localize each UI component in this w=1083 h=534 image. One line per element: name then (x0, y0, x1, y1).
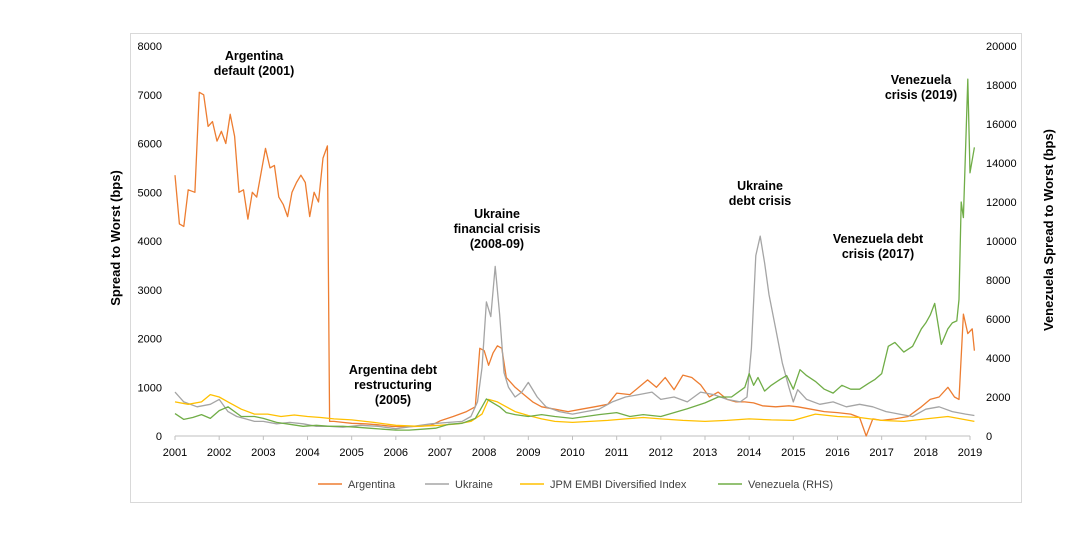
x-tick-label: 2008 (472, 447, 496, 459)
y-tick-label: 2000 (138, 334, 162, 346)
legend-label: Argentina (348, 479, 396, 491)
x-tick-label: 2012 (649, 447, 673, 459)
x-tick-label: 2013 (693, 447, 717, 459)
chart-frame (130, 33, 1022, 503)
y2-tick-label: 8000 (986, 275, 1010, 287)
annotation-text: Venezuela debt crisis (2017) (833, 232, 924, 261)
x-tick-label: 2002 (207, 447, 231, 459)
series-line-venezuela-rhs (174, 78, 976, 431)
y-tick-label: 1000 (138, 382, 162, 394)
x-tick-label: 2005 (339, 447, 363, 459)
annotation-line: financial crisis (454, 222, 541, 236)
annotation-text: Ukraine financial crisis (2008-09) (454, 207, 541, 251)
y-tick-label: 0 (156, 431, 162, 443)
x-tick-label: 2004 (295, 447, 319, 459)
y-tick-label: 7000 (138, 90, 162, 102)
x-tick-label: 2006 (384, 447, 408, 459)
x-tick-label: 2015 (781, 447, 805, 459)
annotation-text: Argentina debt restructuring (2005) (349, 363, 438, 407)
y-axis-ticks: 0 1000 2000 3000 4000 5000 6000 7000 8000 (138, 41, 162, 443)
x-tick-label: 2003 (251, 447, 275, 459)
x-axis-ticks: 2001 2002 2003 2004 2005 2006 2007 2008 2009 2010… (163, 435, 982, 459)
y2-axis-ticks: 0 2000 4000 6000 8000 10000 12000 14000 16000 180… (986, 41, 1017, 443)
y2-tick-label: 16000 (986, 119, 1017, 131)
annotation-line: Venezuela (891, 73, 952, 87)
y2-tick-label: 2000 (986, 392, 1010, 404)
annotation-line: Venezuela debt (833, 232, 924, 246)
x-tick-label: 2017 (869, 447, 893, 459)
annotation-line: Ukraine (474, 207, 520, 221)
series-lines (174, 78, 976, 437)
x-tick-label: 2016 (825, 447, 849, 459)
y2-tick-label: 4000 (986, 353, 1010, 365)
y-tick-label: 5000 (138, 187, 162, 199)
y-tick-label: 8000 (138, 41, 162, 53)
x-tick-label: 2007 (428, 447, 452, 459)
x-tick-label: 2009 (516, 447, 540, 459)
annotation-text: Venezuela crisis (2019) (885, 73, 957, 102)
annotation-line: crisis (2019) (885, 88, 957, 102)
legend-label: Ukraine (455, 479, 493, 491)
y2-axis-title: Venezuela Spread to Worst (bps) (1041, 129, 1056, 331)
y2-tick-label: 14000 (986, 158, 1017, 170)
x-tick-label: 2018 (914, 447, 938, 459)
annotation-line: (2008-09) (470, 237, 524, 251)
x-tick-label: 2014 (737, 447, 761, 459)
y2-tick-label: 18000 (986, 80, 1017, 92)
x-tick-label: 2001 (163, 447, 187, 459)
annotation-line: debt crisis (729, 194, 792, 208)
legend: Argentina Ukraine JPM EMBI Diversified Ind… (318, 479, 833, 491)
y-tick-label: 3000 (138, 285, 162, 297)
series-line-argentina (174, 91, 976, 437)
annotation-text: Ukraine debt crisis (729, 179, 792, 208)
annotation-line: crisis (2017) (842, 247, 914, 261)
y-tick-label: 6000 (138, 139, 162, 151)
y2-tick-label: 10000 (986, 236, 1017, 248)
annotations: Argentina default (2001) Argentina debt res… (214, 49, 957, 407)
x-tick-label: 2011 (605, 447, 629, 459)
x-tick-label: 2010 (560, 447, 584, 459)
legend-label: Venezuela (RHS) (748, 479, 833, 491)
y2-tick-label: 20000 (986, 41, 1017, 53)
legend-label: JPM EMBI Diversified Index (550, 479, 687, 491)
y2-tick-label: 6000 (986, 314, 1010, 326)
annotation-line: restructuring (354, 378, 432, 392)
annotation-line: (2005) (375, 393, 411, 407)
annotation-line: Ukraine (737, 179, 783, 193)
series-line-jpm-embi-diversified-index (174, 393, 975, 427)
annotation-line: default (2001) (214, 64, 295, 78)
annotation-line: Argentina debt (349, 363, 438, 377)
y-tick-label: 4000 (138, 236, 162, 248)
annotation-line: Argentina (225, 49, 284, 63)
annotation-text: Argentina default (2001) (214, 49, 295, 78)
y-axis-title: Spread to Worst (bps) (108, 170, 123, 306)
y2-tick-label: 0 (986, 431, 992, 443)
y2-tick-label: 12000 (986, 197, 1017, 209)
series-line-ukraine (174, 235, 975, 430)
x-tick-label: 2019 (958, 447, 982, 459)
